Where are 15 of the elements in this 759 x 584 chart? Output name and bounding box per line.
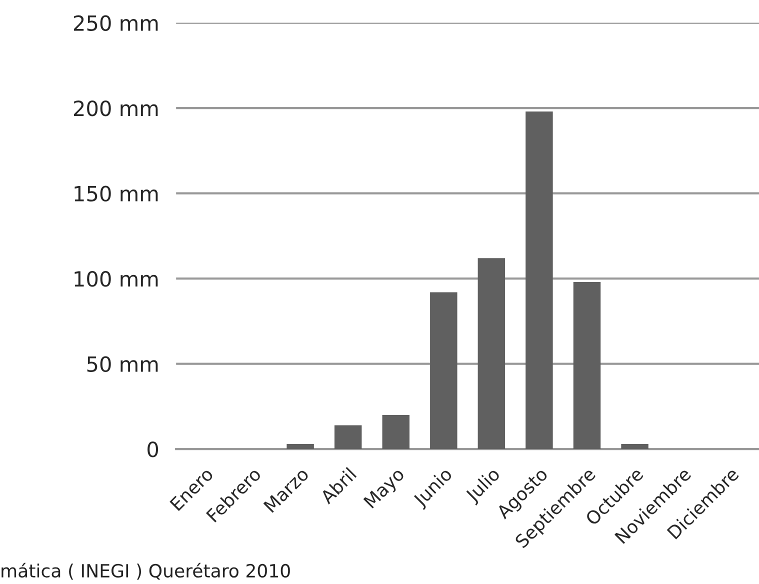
bar	[382, 414, 410, 450]
y-tick-label: 200 mm	[74, 100, 158, 116]
bar	[573, 282, 601, 450]
bar	[621, 444, 648, 450]
bar	[430, 292, 458, 450]
bar	[478, 258, 506, 450]
y-tick-label: 100 mm	[74, 271, 158, 287]
y-tick-label: 150 mm	[74, 186, 158, 202]
bar	[334, 425, 362, 450]
y-tick-label: 50 mm	[87, 356, 158, 372]
y-tick-label: 0	[148, 442, 158, 458]
y-tick-label: 250 mm	[74, 15, 158, 31]
bar	[526, 111, 553, 450]
bar	[286, 444, 314, 450]
text: mática ( INEGI ) Querétaro 2010	[2, 562, 290, 580]
